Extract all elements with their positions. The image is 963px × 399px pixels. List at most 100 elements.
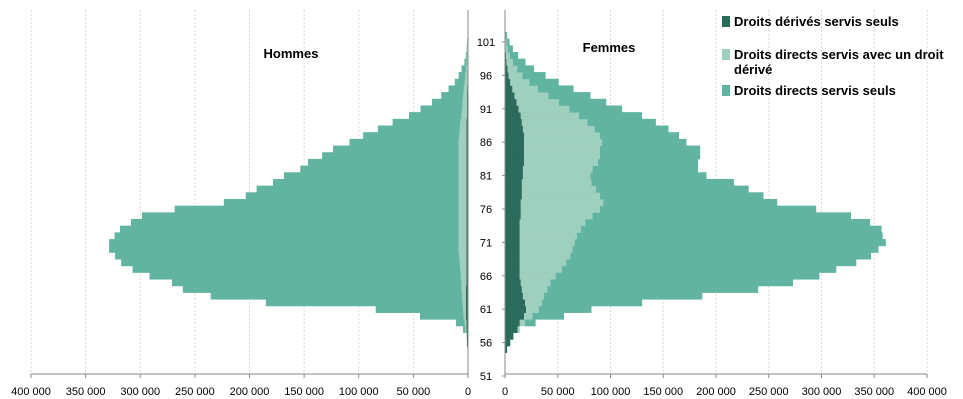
bar-hommes-1 — [466, 205, 468, 213]
bar-femmes-3 — [517, 65, 535, 73]
bar-hommes-3 — [455, 319, 465, 327]
bar-femmes-1 — [505, 145, 524, 153]
bar-hommes-3 — [349, 138, 459, 146]
bar-hommes-3 — [245, 192, 459, 200]
bar-hommes-2 — [463, 312, 466, 320]
bar-femmes-3 — [576, 232, 883, 240]
bar-hommes-3 — [223, 198, 459, 207]
bar-femmes-3 — [574, 239, 886, 247]
bar-hommes-3 — [375, 305, 464, 313]
bar-femmes-1 — [505, 232, 520, 240]
bar-femmes-3 — [570, 252, 872, 260]
bar-hommes-2 — [458, 192, 467, 200]
bar-hommes-1 — [466, 325, 468, 333]
bar-hommes-1 — [466, 158, 468, 166]
bar-hommes-3 — [174, 205, 459, 213]
bar-femmes-3 — [587, 118, 656, 126]
bar-hommes-2 — [461, 105, 467, 113]
bar-hommes-1 — [466, 332, 468, 340]
bar-hommes-3 — [464, 58, 467, 66]
x-tick-left: 50 000 — [397, 386, 431, 398]
bar-hommes-3 — [141, 212, 459, 220]
bar-femmes-1 — [505, 178, 522, 187]
bar-femmes-1 — [505, 259, 520, 267]
bar-femmes-2 — [520, 198, 604, 207]
bar-hommes-2 — [458, 158, 467, 166]
bar-femmes-3 — [532, 312, 565, 320]
bar-hommes-2 — [462, 299, 466, 307]
bar-hommes-3 — [283, 172, 459, 180]
bar-femmes-1 — [505, 105, 519, 113]
x-tick-right: 150 000 — [643, 386, 683, 398]
bar-hommes-3 — [420, 105, 462, 113]
bar-femmes-3 — [578, 112, 643, 120]
bar-femmes-2 — [519, 239, 575, 247]
bar-femmes-3 — [522, 72, 546, 80]
bar-hommes-1 — [466, 225, 468, 233]
bar-hommes-3 — [441, 92, 464, 100]
bar-hommes-3 — [466, 45, 468, 53]
x-tick-left: 200 000 — [230, 386, 270, 398]
bar-femmes-1 — [505, 292, 523, 300]
bar-hommes-3 — [392, 118, 461, 126]
bar-femmes-2 — [522, 165, 593, 173]
bar-femmes-2 — [520, 279, 551, 287]
legend-swatch-directs-avec — [722, 49, 730, 60]
bar-hommes-1 — [466, 165, 468, 173]
bar-hommes-1 — [465, 299, 468, 307]
age-label: 71 — [480, 237, 492, 249]
bar-hommes-3 — [114, 232, 459, 240]
age-label: 66 — [480, 271, 492, 283]
bar-femmes-1 — [505, 225, 520, 233]
bar-femmes-2 — [512, 85, 538, 93]
bar-femmes-3 — [506, 38, 510, 46]
bar-femmes-3 — [550, 279, 794, 287]
legend-item-directs-avec: Droits directs servis avec un droit déri… — [722, 47, 957, 77]
legend-swatch-directs-seuls — [722, 85, 730, 96]
bar-hommes-1 — [466, 125, 468, 133]
bar-femmes-2 — [521, 178, 592, 187]
bar-femmes-3 — [505, 31, 508, 40]
bar-hommes-2 — [466, 332, 467, 340]
bar-femmes-1 — [505, 325, 518, 333]
age-label: 81 — [480, 171, 492, 183]
bar-hommes-2 — [458, 205, 467, 213]
bar-femmes-3 — [597, 158, 699, 166]
bar-hommes-3 — [461, 65, 466, 73]
bar-hommes-1 — [466, 185, 468, 193]
age-label: 56 — [480, 338, 492, 350]
bar-hommes-1 — [466, 272, 468, 280]
bar-femmes-3 — [592, 165, 699, 173]
bar-femmes-3 — [566, 259, 857, 267]
x-tick-left: 150 000 — [284, 386, 324, 398]
bar-femmes-2 — [523, 145, 600, 153]
bar-hommes-1 — [466, 212, 468, 220]
bar-hommes-2 — [465, 325, 467, 333]
bar-femmes-1 — [505, 212, 521, 220]
bar-hommes-3 — [210, 292, 462, 300]
bar-femmes-2 — [520, 112, 579, 120]
bar-femmes-3 — [603, 198, 778, 207]
bar-hommes-1 — [466, 132, 468, 140]
bar-hommes-2 — [459, 259, 467, 267]
bar-femmes-3 — [541, 299, 643, 307]
bar-femmes-1 — [505, 198, 521, 207]
x-tick-right: 0 — [502, 386, 508, 398]
bar-hommes-2 — [458, 239, 467, 247]
bar-femmes-2 — [521, 285, 548, 293]
bar-femmes-1 — [505, 98, 517, 106]
bar-femmes-2 — [526, 305, 539, 313]
bar-hommes-2 — [458, 212, 467, 220]
bar-hommes-1 — [466, 319, 468, 327]
bar-hommes-3 — [149, 272, 461, 280]
bar-femmes-1 — [505, 239, 520, 247]
x-tick-right: 250 000 — [749, 386, 789, 398]
age-label: 76 — [480, 204, 492, 216]
bar-hommes-2 — [458, 145, 467, 153]
bar-femmes-1 — [505, 78, 511, 86]
bar-hommes-1 — [466, 259, 468, 267]
bar-femmes-1 — [505, 118, 522, 126]
bar-femmes-2 — [520, 212, 593, 220]
bar-hommes-1 — [466, 252, 468, 260]
